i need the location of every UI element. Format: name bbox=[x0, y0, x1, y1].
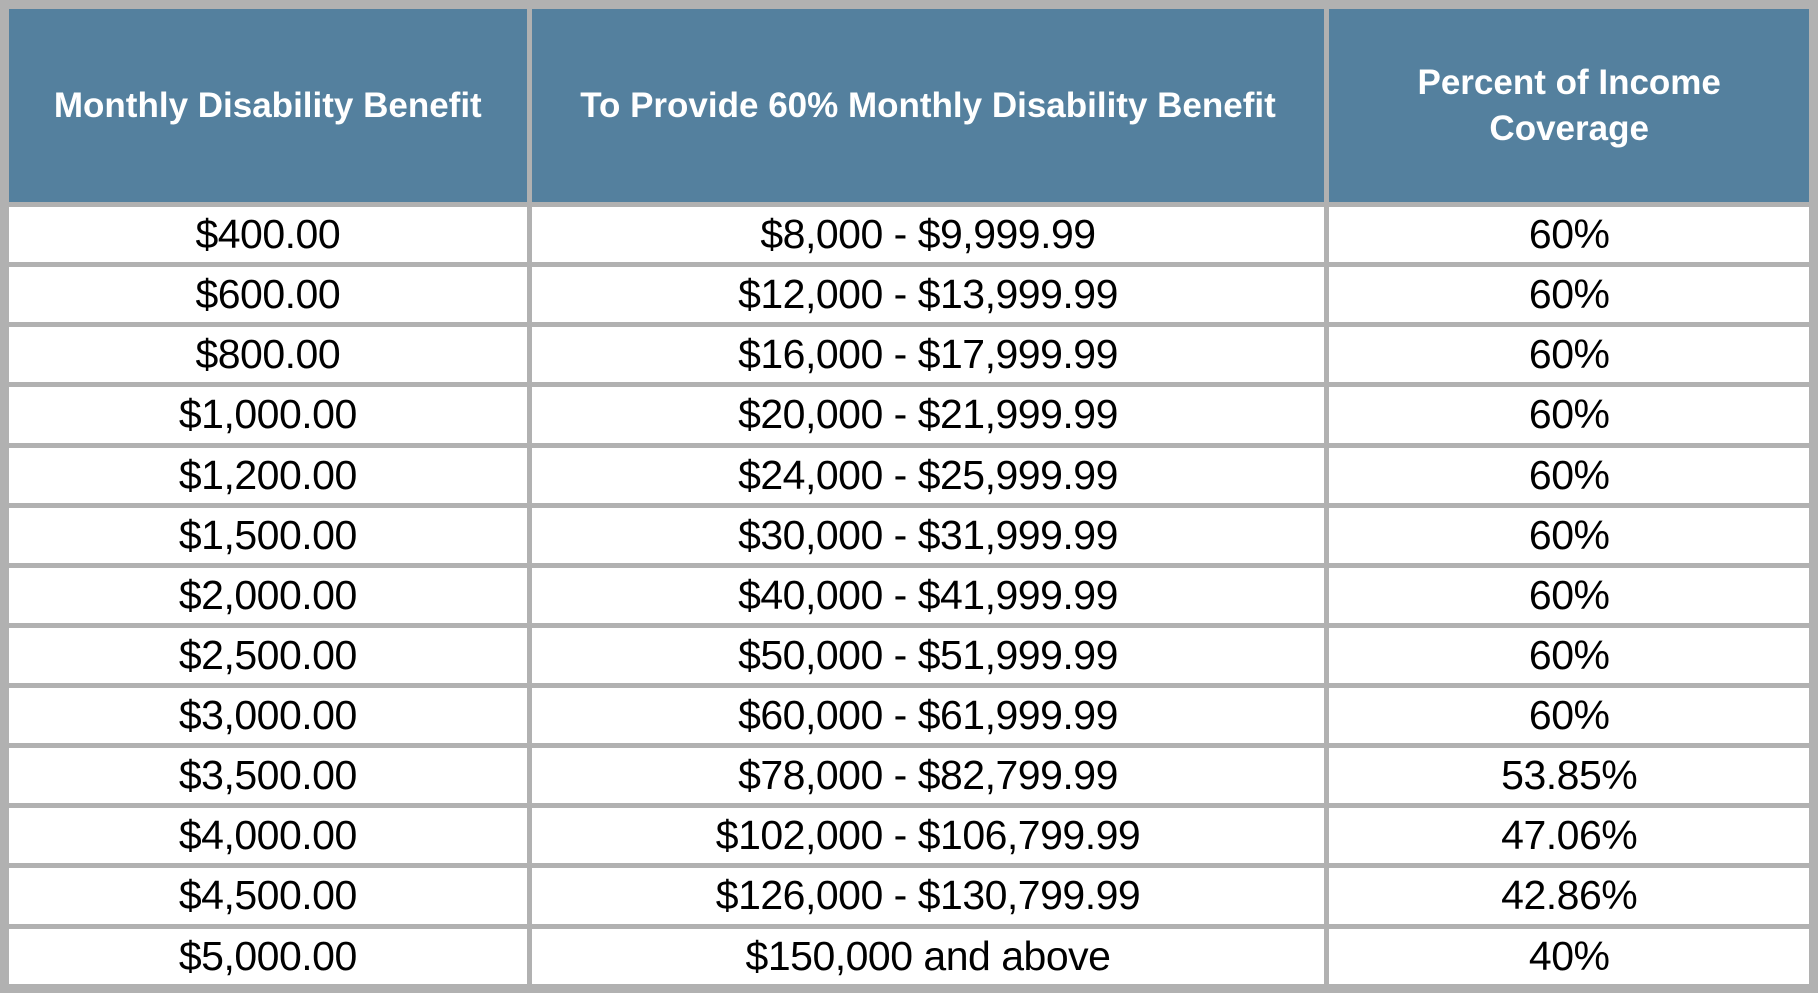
table-cell: 60% bbox=[1324, 382, 1816, 448]
table-cell: $8,000 - $9,999.99 bbox=[526, 201, 1330, 268]
table-row: $600.00 $12,000 - $13,999.99 60% bbox=[2, 262, 1816, 328]
table-cell: $16,000 - $17,999.99 bbox=[526, 322, 1330, 388]
table-cell: $4,500.00 bbox=[2, 863, 532, 929]
table-cell: $78,000 - $82,799.99 bbox=[526, 743, 1330, 809]
header-row: Monthly Disability Benefit To Provide 60… bbox=[2, 2, 1816, 207]
table-row: $2,000.00 $40,000 - $41,999.99 60% bbox=[2, 562, 1816, 628]
table-cell: $50,000 - $51,999.99 bbox=[526, 622, 1330, 689]
table-row: $5,000.00 $150,000 and above 40% bbox=[2, 923, 1816, 991]
table-cell: $126,000 - $130,799.99 bbox=[526, 863, 1330, 929]
table-cell: 53.85% bbox=[1324, 743, 1816, 809]
table-cell: 47.06% bbox=[1324, 803, 1816, 869]
table-cell: $60,000 - $61,999.99 bbox=[526, 682, 1330, 749]
table-cell: 60% bbox=[1324, 622, 1816, 689]
table-cell: $1,200.00 bbox=[2, 442, 532, 508]
table-row: $4,500.00 $126,000 - $130,799.99 42.86% bbox=[2, 863, 1816, 929]
table-row: $3,500.00 $78,000 - $82,799.99 53.85% bbox=[2, 743, 1816, 809]
table-row: $1,000.00 $20,000 - $21,999.99 60% bbox=[2, 382, 1816, 448]
table-row: $4,000.00 $102,000 - $106,799.99 47.06% bbox=[2, 803, 1816, 869]
table-cell: $30,000 - $31,999.99 bbox=[526, 502, 1330, 568]
table-cell: $20,000 - $21,999.99 bbox=[526, 382, 1330, 448]
table-cell: $5,000.00 bbox=[2, 923, 532, 991]
column-header-monthly-disability-benefit: Monthly Disability Benefit bbox=[2, 2, 532, 207]
table-cell: $1,000.00 bbox=[2, 382, 532, 448]
table-cell: $400.00 bbox=[2, 201, 532, 268]
table-cell: 60% bbox=[1324, 442, 1816, 508]
table-cell: 40% bbox=[1324, 923, 1816, 991]
table-cell: $102,000 - $106,799.99 bbox=[526, 803, 1330, 869]
table-row: $3,000.00 $60,000 - $61,999.99 60% bbox=[2, 682, 1816, 749]
table-cell: 60% bbox=[1324, 562, 1816, 628]
table-cell: 60% bbox=[1324, 502, 1816, 568]
table-cell: $3,500.00 bbox=[2, 743, 532, 809]
table-row: $800.00 $16,000 - $17,999.99 60% bbox=[2, 322, 1816, 388]
table-cell: $12,000 - $13,999.99 bbox=[526, 262, 1330, 328]
table-cell: $1,500.00 bbox=[2, 502, 532, 568]
table-row: $2,500.00 $50,000 - $51,999.99 60% bbox=[2, 622, 1816, 689]
table-row: $1,200.00 $24,000 - $25,999.99 60% bbox=[2, 442, 1816, 508]
table-cell: $4,000.00 bbox=[2, 803, 532, 869]
table-cell: $3,000.00 bbox=[2, 682, 532, 749]
table-cell: $2,500.00 bbox=[2, 622, 532, 689]
table-row: $400.00 $8,000 - $9,999.99 60% bbox=[2, 201, 1816, 268]
table-cell: 60% bbox=[1324, 682, 1816, 749]
table-cell: $24,000 - $25,999.99 bbox=[526, 442, 1330, 508]
table-cell: $800.00 bbox=[2, 322, 532, 388]
column-header-income-range: To Provide 60% Monthly Disability Benefi… bbox=[526, 2, 1330, 207]
table-body: $400.00 $8,000 - $9,999.99 60% $600.00 $12,0… bbox=[2, 201, 1816, 991]
table-cell: 60% bbox=[1324, 201, 1816, 268]
table-cell: $150,000 and above bbox=[526, 923, 1330, 991]
column-header-percent-of-income-coverage: Percent of Income Coverage bbox=[1324, 2, 1816, 207]
table-cell: $40,000 - $41,999.99 bbox=[526, 562, 1330, 628]
table-cell: 60% bbox=[1324, 262, 1816, 328]
table-row: $1,500.00 $30,000 - $31,999.99 60% bbox=[2, 502, 1816, 568]
table-cell: $2,000.00 bbox=[2, 562, 532, 628]
table-cell: 60% bbox=[1324, 322, 1816, 388]
table-cell: 42.86% bbox=[1324, 863, 1816, 929]
table-cell: $600.00 bbox=[2, 262, 532, 328]
